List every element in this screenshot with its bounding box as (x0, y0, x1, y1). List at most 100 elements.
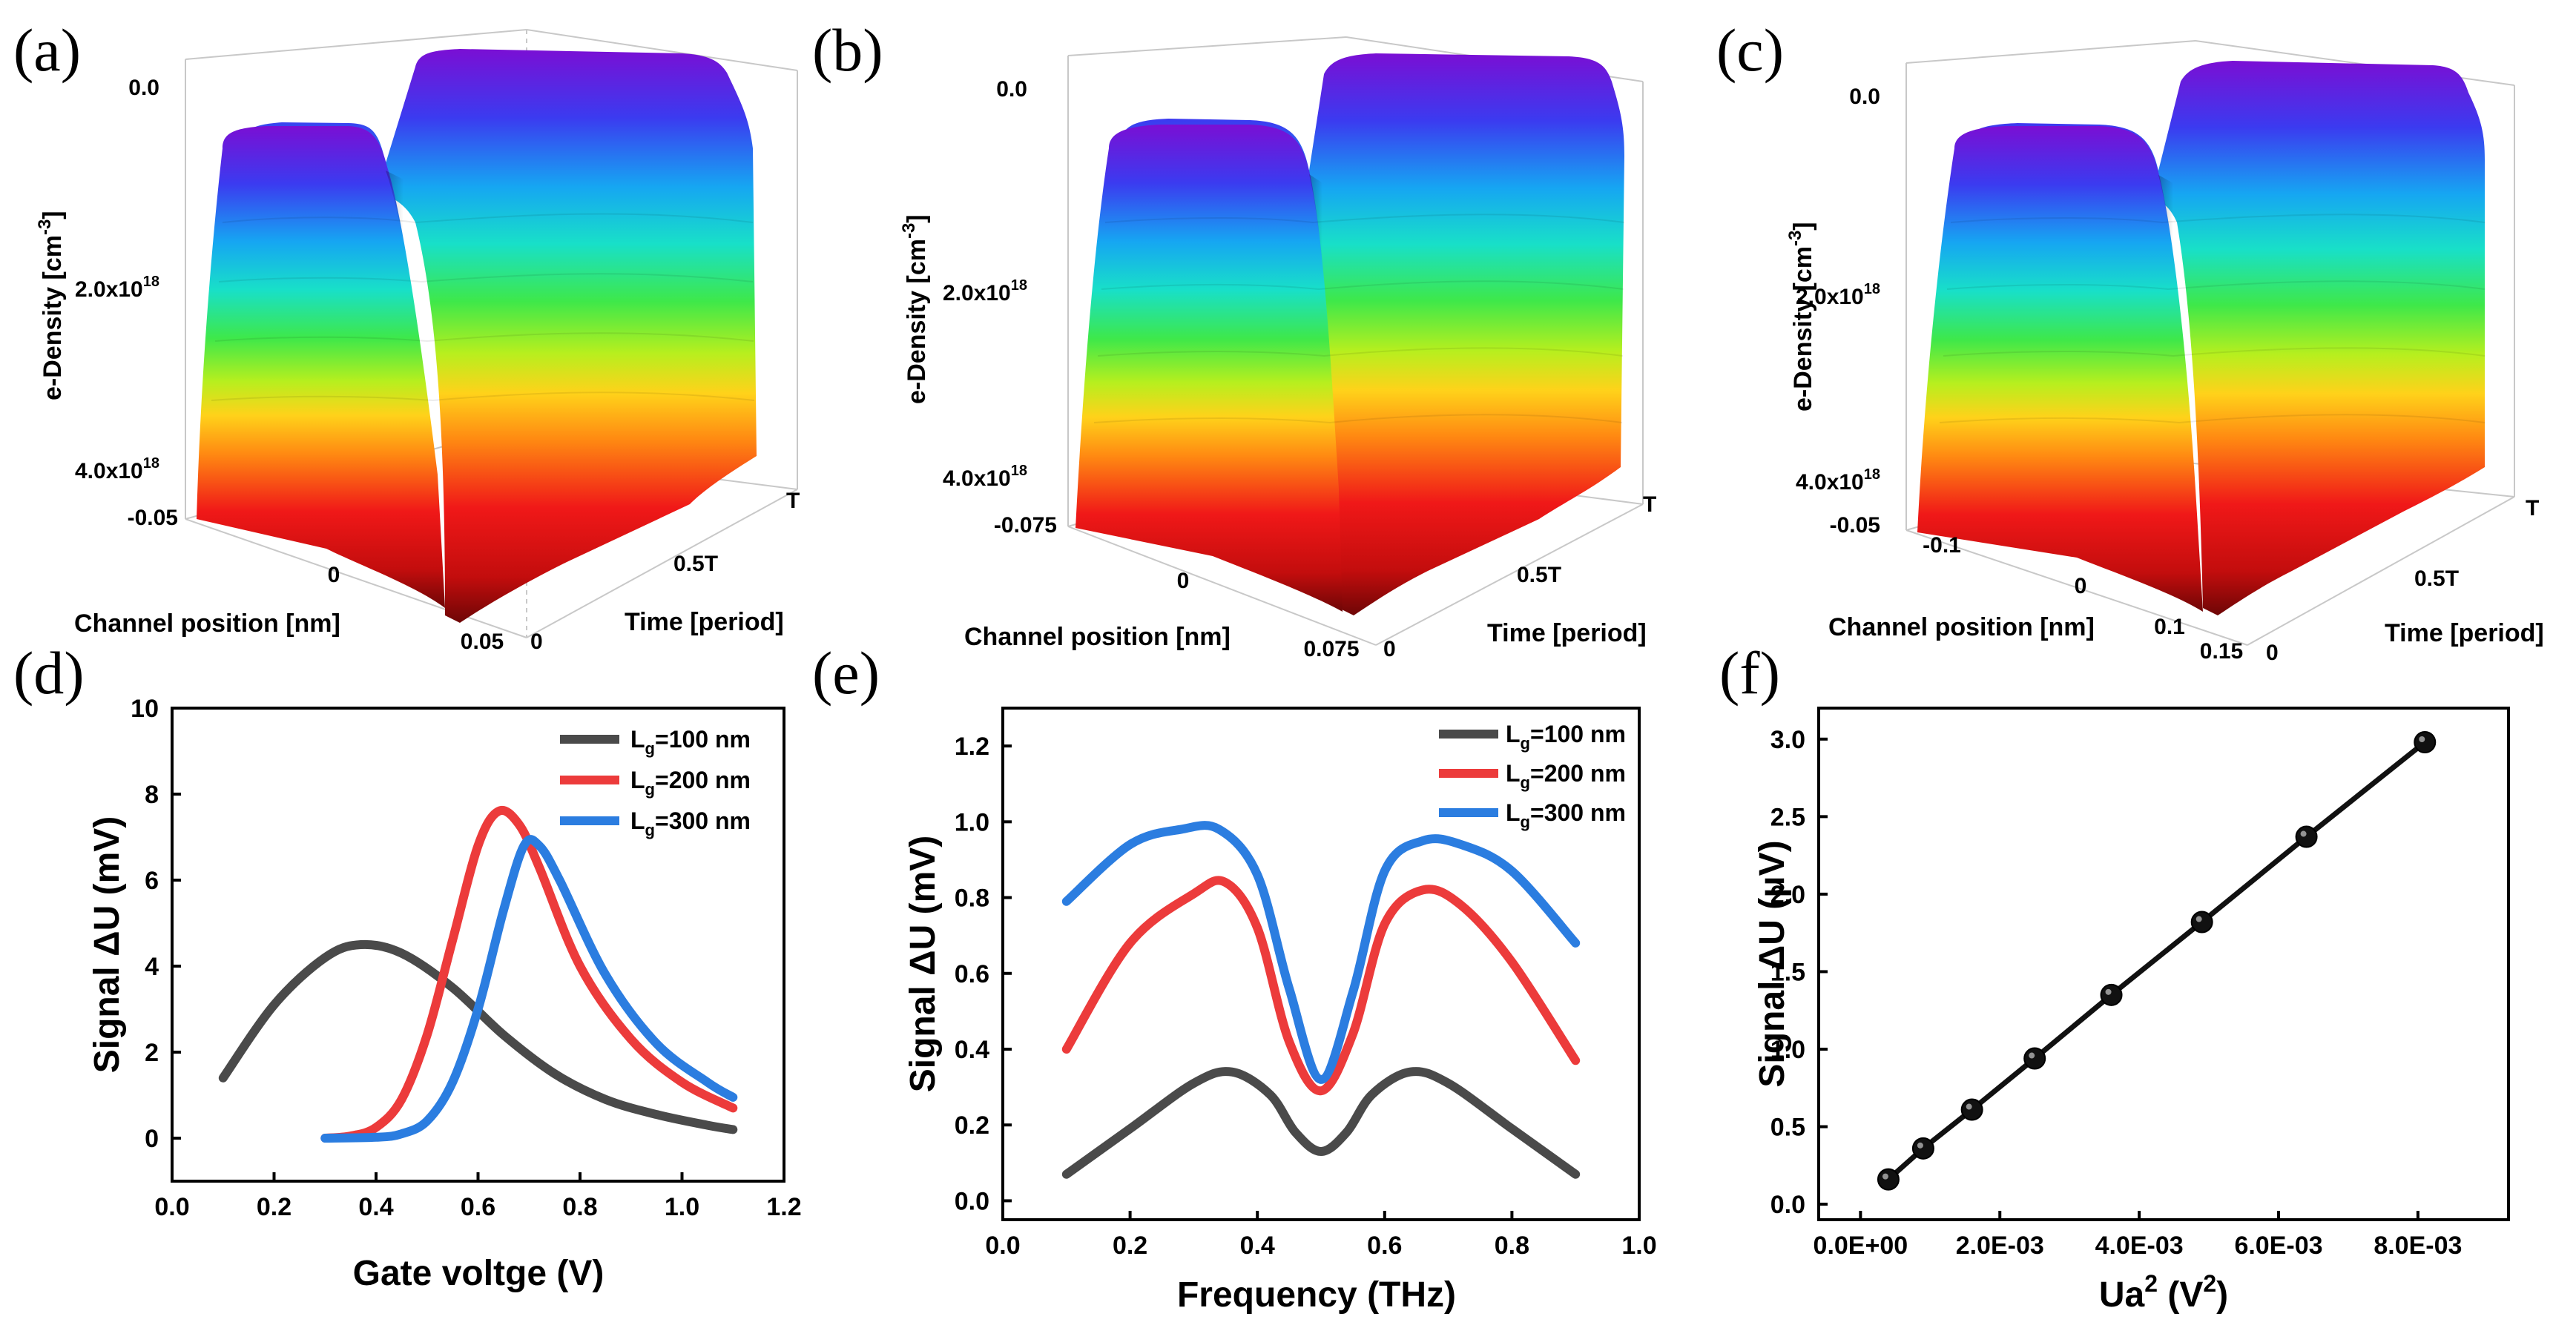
y-tick-label: 0.0 (1770, 1191, 1805, 1219)
y-tick: 0 (2266, 641, 2279, 665)
data-point-highlight (2029, 1052, 2035, 1059)
y-tick-label: 2 (145, 1039, 159, 1067)
panel-label-f: (f) (1719, 639, 1780, 707)
x-tick: 0 (328, 563, 340, 587)
surface-plot-c: (c) e-Density [cm-3] 0.0 2.0x (1716, 16, 2544, 665)
y-tick-label: 0.0 (955, 1187, 989, 1215)
legend-label-200: Lg=200 nm (1506, 760, 1626, 792)
z-tick: 2.0x1018 (943, 277, 1027, 305)
x-tick-label: 0.6 (461, 1193, 495, 1221)
surface-plot-b: (b) e-Density [cm-3] 0.0 2.0x (812, 16, 1656, 661)
surface-front-sheet (1075, 125, 1343, 612)
x-tick-label: 1.0 (665, 1193, 699, 1221)
data-point-highlight (2419, 736, 2425, 742)
scatter-chart-f: (f) 0.0E+00 2.0E-03 4.0E-03 6.0E-03 8.0E-03 0… (1719, 639, 2510, 1315)
legend-label-300: Lg=300 nm (1506, 799, 1626, 831)
x-tick-label: 8.0E-03 (2374, 1232, 2462, 1260)
x-tick-label: 1.2 (766, 1193, 801, 1221)
z-axis-title: e-Density [cm-3] (1785, 222, 1817, 412)
y-tick-label: 1.0 (1770, 1036, 1805, 1064)
y-tick-label: 0.2 (955, 1111, 989, 1140)
x-tick-label: 6.0E-03 (2234, 1232, 2322, 1260)
x-axis-title: Channel position [nm] (1828, 613, 2095, 641)
x-tick: -0.05 (1830, 513, 1880, 538)
x-axis-title: Frequency (THz) (1177, 1275, 1456, 1315)
y-tick: 0.5T (2414, 566, 2459, 591)
y-tick-label: 1.0 (955, 808, 989, 836)
series-line-3 (320, 835, 738, 1143)
z-axis-title: e-Density [cm-3] (899, 214, 931, 404)
surface-back-sheet (237, 49, 757, 623)
x-tick-label: 0.0 (985, 1232, 1020, 1260)
x-tick: 0.1 (2154, 615, 2185, 639)
x-tick: 0 (1177, 569, 1190, 593)
panel-label-e: (e) (812, 639, 880, 707)
legend-label-200: Lg=200 nm (630, 767, 751, 799)
y-tick-label: 8 (145, 781, 159, 809)
y-tick-label: 0.6 (955, 960, 989, 988)
x-tick-label: 0.2 (1113, 1232, 1147, 1260)
series-line-3 (1061, 821, 1581, 1084)
z-tick: 4.0x1018 (943, 463, 1027, 491)
y-tick-label: 0 (145, 1125, 159, 1153)
y-tick: 0.5T (673, 552, 718, 576)
surface-shade (1309, 174, 1398, 612)
y-axis-title: Signal ΔU (μV) (1753, 840, 1792, 1087)
z-tick: 4.0x1018 (75, 455, 159, 483)
z-tick: 2.0x1018 (75, 274, 159, 302)
data-point-2 (1911, 1137, 1934, 1160)
surface-mesh (197, 49, 757, 623)
y-tick: T (2526, 496, 2539, 521)
data-point-highlight (1882, 1173, 1888, 1180)
data-point-highlight (1917, 1142, 1923, 1149)
panel-label-c: (c) (1716, 16, 1784, 84)
surface-contours (211, 213, 755, 402)
surface-shade (386, 171, 504, 608)
x-axis-title: Gate voltge (V) (353, 1254, 605, 1293)
y-axis-title: Time [period] (625, 608, 784, 636)
data-point-highlight (2105, 988, 2112, 995)
y-tick-label: 3.0 (1770, 726, 1805, 754)
y-axis-title: Time [period] (2385, 619, 2544, 647)
y-tick: 0 (530, 630, 543, 654)
surface-shade (2158, 175, 2259, 612)
y-tick-label: 6 (145, 867, 159, 895)
y-tick: T (1643, 492, 1656, 517)
data-point-6 (2190, 911, 2213, 934)
x-tick-label: 0.2 (257, 1193, 291, 1221)
series-line-2 (1061, 876, 1581, 1096)
z-tick: 4.0x1018 (1796, 466, 1880, 495)
y-tick-label: 1.5 (1770, 958, 1805, 986)
x-tick: -0.05 (128, 506, 178, 530)
x-tick: 0.075 (1303, 637, 1359, 661)
data-point-4 (2023, 1047, 2046, 1070)
x-tick-label: 0.0 (154, 1193, 189, 1221)
plot-frame (1817, 707, 2510, 1221)
x-tick-label: 0.8 (562, 1193, 597, 1221)
y-tick-label: 0.5 (1770, 1114, 1805, 1142)
data-point-7 (2295, 825, 2318, 848)
x-tick-label: 0.0E+00 (1814, 1232, 1908, 1260)
z-axis-title: e-Density [cm-3] (35, 211, 67, 400)
legend-label-100: Lg=100 nm (630, 726, 751, 758)
y-axis-title: Signal ΔU (mV) (88, 816, 127, 1074)
x-tick-label: 2.0E-03 (1956, 1232, 2044, 1260)
y-tick: 0 (1383, 637, 1396, 661)
series-line-1 (1061, 1067, 1581, 1179)
line-chart-e: (e) 0.0 0.2 0.4 0.6 0.8 1.0 0.0 0.2 0.4 0.6 0.8 1.0… (812, 639, 1657, 1315)
y-tick-label: 2.0 (1770, 881, 1805, 909)
surface-mesh (1075, 53, 1625, 615)
panel-label-a: (a) (13, 16, 81, 84)
data-point-8 (2414, 731, 2437, 753)
surface-plot-a: (a) e-Density [cm-3] 0.0 (13, 16, 800, 654)
legend-label-300: Lg=300 nm (630, 807, 751, 839)
y-tick-label: 1.2 (955, 733, 989, 761)
x-tick-label: 4.0E-03 (2095, 1232, 2184, 1260)
x-tick: -0.1 (1923, 533, 1961, 558)
z-tick: 0.0 (996, 77, 1027, 102)
z-tick: 0.0 (128, 76, 159, 100)
x-axis-title: Ua2 (V2) (2099, 1270, 2228, 1315)
surface-front-sheet (197, 126, 445, 608)
data-point-highlight (2195, 916, 2202, 922)
